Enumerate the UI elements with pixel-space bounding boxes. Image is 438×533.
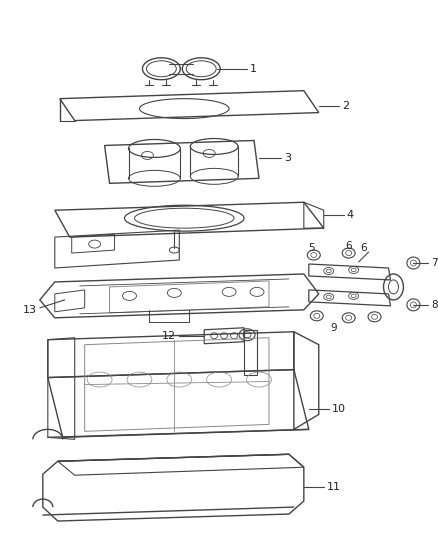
Text: 13: 13 xyxy=(23,305,37,315)
Text: 9: 9 xyxy=(330,323,337,333)
Text: 7: 7 xyxy=(431,258,438,268)
Text: 5: 5 xyxy=(308,243,315,253)
Text: 11: 11 xyxy=(327,482,341,492)
Text: 3: 3 xyxy=(284,154,291,164)
Text: 1: 1 xyxy=(250,64,257,74)
Text: 10: 10 xyxy=(332,405,346,415)
Text: 6: 6 xyxy=(345,241,352,251)
Text: 4: 4 xyxy=(346,210,354,220)
Text: 2: 2 xyxy=(342,101,349,111)
Text: 12: 12 xyxy=(162,331,177,341)
Text: 8: 8 xyxy=(431,300,438,310)
Text: 6: 6 xyxy=(360,243,367,253)
